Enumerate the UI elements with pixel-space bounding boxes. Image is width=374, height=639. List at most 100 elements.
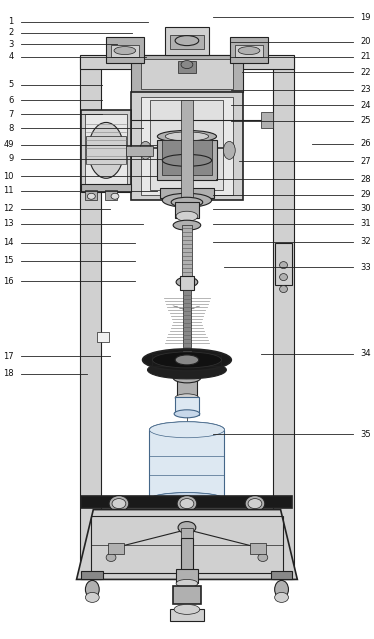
Ellipse shape (111, 193, 119, 199)
Text: 6: 6 (8, 96, 14, 105)
Ellipse shape (176, 212, 198, 221)
Ellipse shape (173, 220, 201, 230)
Ellipse shape (169, 146, 205, 155)
Bar (150, 100, 223, 190)
Text: 15: 15 (3, 256, 14, 265)
Ellipse shape (171, 197, 203, 207)
Ellipse shape (275, 592, 288, 603)
Text: 3: 3 (8, 40, 14, 49)
Text: 32: 32 (360, 237, 371, 246)
Text: 35: 35 (360, 430, 371, 439)
Ellipse shape (175, 394, 199, 402)
Text: 5: 5 (9, 81, 14, 89)
Bar (157, 141, 217, 180)
Ellipse shape (157, 130, 217, 142)
Polygon shape (77, 509, 297, 580)
Text: 11: 11 (3, 186, 14, 195)
Text: 33: 33 (360, 263, 371, 272)
Ellipse shape (162, 193, 212, 207)
Text: 18: 18 (3, 369, 14, 378)
Bar (170, 35, 204, 49)
Bar (176, 569, 198, 583)
Ellipse shape (106, 553, 116, 562)
Bar (165, 27, 209, 54)
Bar (180, 276, 194, 290)
Ellipse shape (153, 352, 221, 368)
Text: 14: 14 (3, 238, 14, 247)
Text: 17: 17 (3, 352, 14, 361)
Ellipse shape (280, 273, 288, 281)
Bar (82, 111, 131, 189)
Text: 16: 16 (3, 277, 14, 286)
Bar (105, 190, 117, 200)
Ellipse shape (175, 36, 199, 45)
Ellipse shape (114, 47, 136, 54)
Text: 19: 19 (360, 13, 371, 22)
Ellipse shape (175, 355, 199, 365)
Bar (108, 543, 124, 555)
Bar (181, 528, 193, 537)
Bar (85, 114, 127, 184)
Text: 9: 9 (9, 155, 14, 164)
Bar (175, 203, 199, 219)
Ellipse shape (275, 580, 288, 598)
Bar (170, 610, 204, 621)
Bar (175, 397, 199, 415)
Text: 34: 34 (360, 350, 371, 358)
Bar (126, 146, 153, 157)
Ellipse shape (140, 141, 151, 159)
Text: 2: 2 (9, 28, 14, 37)
Text: 22: 22 (360, 68, 371, 77)
Bar (261, 112, 273, 128)
Bar (86, 136, 126, 164)
Ellipse shape (174, 427, 200, 436)
Bar (97, 332, 109, 342)
Bar (82, 184, 131, 192)
Bar (150, 430, 224, 500)
Text: 28: 28 (360, 174, 371, 184)
Ellipse shape (85, 580, 99, 598)
Text: 29: 29 (360, 190, 371, 199)
Ellipse shape (280, 261, 288, 268)
Ellipse shape (85, 592, 99, 603)
Text: 4: 4 (9, 52, 14, 61)
Text: 21: 21 (360, 52, 371, 61)
Bar (131, 93, 243, 200)
Bar (235, 45, 263, 57)
Ellipse shape (178, 521, 196, 534)
Bar (85, 190, 97, 200)
Text: 1: 1 (9, 17, 14, 26)
Ellipse shape (150, 422, 224, 438)
Ellipse shape (163, 143, 211, 157)
Bar (160, 189, 214, 198)
Ellipse shape (109, 496, 129, 512)
Text: 8: 8 (8, 124, 14, 133)
Text: 23: 23 (360, 86, 371, 95)
Text: 27: 27 (360, 157, 371, 166)
Text: 49: 49 (3, 141, 14, 150)
Bar (82, 496, 292, 507)
Text: 13: 13 (3, 219, 14, 228)
Ellipse shape (150, 493, 224, 507)
Bar (271, 571, 292, 580)
Bar (80, 56, 101, 580)
Ellipse shape (88, 193, 95, 199)
Text: 20: 20 (360, 37, 371, 46)
Bar (111, 45, 139, 57)
Ellipse shape (150, 422, 224, 438)
Text: 10: 10 (3, 171, 14, 181)
Text: 26: 26 (360, 139, 371, 148)
Bar (273, 56, 294, 580)
Text: 12: 12 (3, 204, 14, 213)
Bar (183, 290, 191, 370)
Text: 7: 7 (8, 110, 14, 119)
Ellipse shape (174, 604, 200, 614)
Ellipse shape (180, 498, 194, 509)
Bar (141, 59, 233, 89)
Text: 24: 24 (360, 101, 371, 110)
Ellipse shape (112, 498, 126, 509)
Bar (182, 225, 192, 280)
Bar (82, 571, 103, 580)
Ellipse shape (176, 580, 198, 587)
Ellipse shape (176, 277, 198, 287)
